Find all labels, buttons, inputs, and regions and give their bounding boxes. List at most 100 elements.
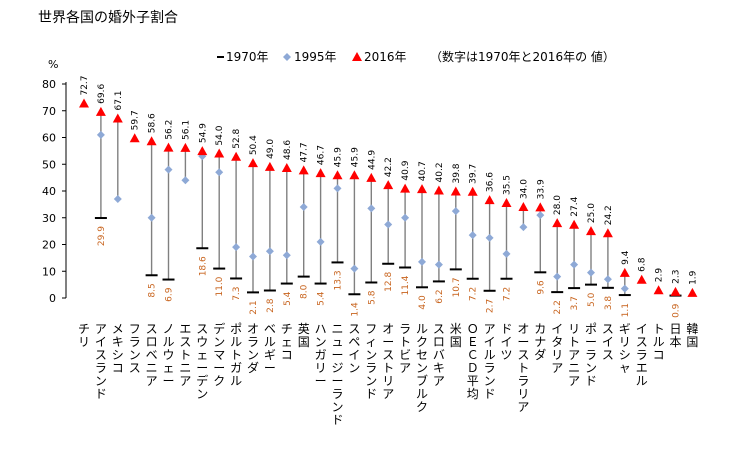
marker-1995 [215, 168, 224, 177]
label-1970: 6.2 [435, 289, 445, 303]
marker-2016 [467, 186, 478, 196]
label-1970: 5.4 [317, 291, 327, 306]
marker-2016 [315, 168, 326, 178]
y-tick-label: 80 [42, 78, 56, 91]
marker-2016 [112, 113, 123, 123]
marker-2016 [264, 161, 275, 171]
marker-1995 [536, 211, 545, 220]
label-2016: 50.4 [249, 135, 259, 155]
label-1970: 7.3 [232, 286, 242, 300]
marker-2016 [450, 186, 461, 196]
marker-1995 [451, 207, 460, 216]
category-label: ノルウェー [162, 322, 174, 388]
marker-2016 [518, 202, 529, 212]
marker-2016 [383, 180, 394, 190]
label-2016: 49.0 [266, 139, 276, 159]
marker-2016 [619, 267, 630, 277]
label-2016: 42.2 [384, 157, 394, 177]
marker-1995 [519, 223, 528, 232]
marker-2016 [501, 198, 512, 208]
category-label: トルコ [653, 322, 665, 362]
category-label: 米国 [450, 322, 462, 349]
category-label: ルクセンブルク [416, 322, 428, 414]
category-label: オーストラリア [517, 322, 529, 414]
marker-2016 [670, 286, 681, 296]
marker-2016 [552, 218, 563, 228]
marker-1995 [502, 249, 511, 258]
label-2016: 56.2 [165, 120, 175, 140]
y-tick-label: 30 [42, 212, 56, 225]
label-1970: 6.9 [165, 287, 175, 302]
category-label: ベルギー [264, 322, 276, 375]
label-1970: 2.8 [266, 298, 276, 313]
y-axis-unit: % [48, 58, 58, 71]
category-label: メキシコ [112, 322, 124, 375]
label-2016: 54.0 [215, 125, 225, 145]
label-2016: 72.7 [80, 75, 90, 95]
marker-1995 [587, 268, 595, 277]
category-label: デンマーク [213, 321, 225, 388]
marker-1995 [418, 257, 426, 266]
label-1970: 1.1 [621, 303, 631, 317]
label-2016: 56.1 [181, 120, 191, 140]
category-label: ギリシャ [619, 322, 631, 375]
label-1970: 8.5 [148, 283, 158, 297]
category-label: エストニア [179, 322, 191, 388]
marker-1995 [316, 237, 325, 246]
y-tick-label: 40 [42, 185, 56, 198]
label-2016: 39.7 [469, 164, 479, 184]
category-label: ドイツ [500, 322, 512, 362]
category-label: 韓国 [686, 322, 698, 349]
category-label: アイルランド [484, 322, 496, 401]
label-2016: 40.9 [401, 160, 411, 180]
label-1970: 0.9 [672, 303, 682, 318]
label-2016: 52.8 [232, 128, 242, 148]
marker-1995 [147, 213, 156, 222]
label-2016: 25.0 [587, 203, 597, 223]
marker-2016 [484, 195, 495, 205]
marker-2016 [180, 142, 191, 152]
marker-1995 [299, 203, 308, 212]
marker-2016 [129, 133, 140, 143]
marker-2016 [653, 285, 664, 295]
marker-2016 [417, 184, 427, 194]
marker-1995 [181, 176, 190, 185]
category-label: ラトビア [399, 322, 411, 375]
category-label: スペイン [348, 322, 360, 375]
category-label: 英国 [298, 322, 310, 349]
label-2016: 6.8 [638, 257, 648, 272]
series-1970-markers [94, 217, 682, 297]
y-tick-label: 20 [42, 239, 56, 252]
marker-1995 [468, 231, 477, 240]
y-tick-label: 60 [42, 132, 56, 145]
y-axis-ticks: 0 10 20 30 40 50 60 70 80 [42, 78, 66, 305]
label-1970: 7.2 [469, 287, 479, 301]
label-2016: 24.2 [604, 205, 614, 225]
x-axis-category-labels: チリアイスランドメキシコフランススロベニアノルウェーエストニアスウェーデンデンマ… [78, 321, 698, 427]
label-2016: 2.3 [672, 270, 682, 284]
label-1970: 1.4 [350, 302, 360, 317]
label-2016: 27.4 [570, 196, 580, 216]
marker-1995 [96, 130, 105, 139]
marker-1995 [485, 233, 494, 242]
label-2016: 45.9 [334, 147, 344, 167]
marker-1995 [620, 284, 629, 293]
category-label: フィンランド [365, 322, 377, 401]
label-1970: 7.2 [503, 287, 513, 301]
category-label: スイス [602, 322, 614, 362]
marker-1995 [401, 213, 410, 222]
label-2016: 28.0 [553, 195, 563, 215]
category-label: 日本 [669, 322, 681, 349]
label-2016: 35.5 [503, 175, 513, 195]
legend: 1970年 1995年 2016年 （数字は1970年と2016年の 値） [217, 49, 615, 64]
chart-title: 世界各国の婚外子割合 [38, 9, 178, 26]
label-1970: 5.4 [283, 291, 293, 306]
marker-1995 [113, 195, 122, 204]
label-2016: 33.9 [536, 179, 546, 199]
marker-2016 [146, 136, 157, 146]
category-label: ポーランド [585, 322, 597, 388]
label-1970: 8.0 [300, 284, 310, 299]
label-1970: 13.3 [334, 270, 344, 290]
label-2016: 58.6 [148, 113, 158, 133]
category-label: フランス [129, 322, 141, 375]
